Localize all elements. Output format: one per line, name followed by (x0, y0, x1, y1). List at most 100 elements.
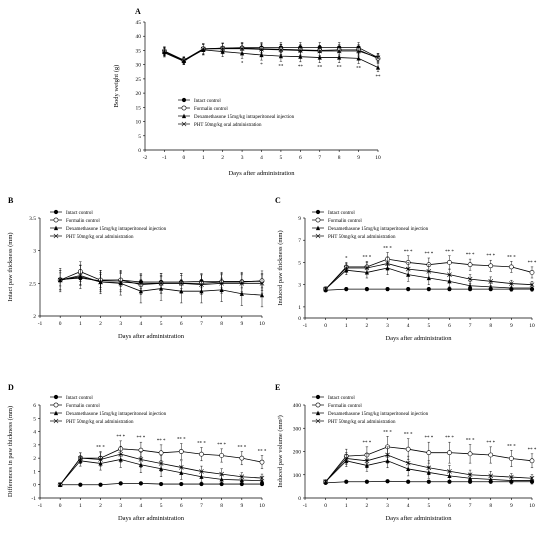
x-tick-label: 2 (99, 503, 102, 509)
data-point (509, 474, 514, 480)
marker-open-circle (259, 459, 265, 465)
significance-marker: ** * (96, 446, 105, 451)
y-tick-label: 30 (136, 63, 142, 69)
legend-entry: Intact control (66, 396, 93, 401)
x-tick-label: 0 (59, 321, 62, 327)
y-axis-title: Intact paw thickness (mm) (7, 232, 14, 301)
x-tick-label: 2 (366, 323, 369, 329)
data-point (343, 265, 349, 271)
x-tick-label: 1 (79, 503, 82, 509)
marker-open-circle (529, 458, 535, 464)
data-point (162, 49, 167, 55)
data-point (426, 287, 431, 292)
significance-marker: ** * (116, 435, 125, 440)
marker-triangle (356, 56, 361, 61)
data-point (447, 468, 452, 474)
x-axis-title: Days after administration (118, 333, 185, 340)
data-point (181, 58, 187, 63)
x-tick-label: 4 (140, 503, 143, 509)
marker-x (488, 473, 494, 479)
x-tick-label: 7 (200, 503, 203, 509)
data-point (467, 283, 473, 288)
x-tick-label: 8 (489, 503, 492, 509)
data-point (239, 281, 245, 286)
marker-triangle (259, 292, 265, 298)
marker-filled-circle (138, 481, 144, 486)
x-tick-label: 2 (99, 321, 102, 327)
x-tick-label: -1 (303, 323, 308, 329)
marker-x (78, 273, 83, 278)
data-point (259, 281, 265, 286)
legend: Intact control Formalin control Dexamethas… (312, 394, 429, 425)
x-tick-label: 1 (345, 503, 348, 509)
marker-filled-circle (364, 287, 370, 292)
series-3 (162, 43, 381, 65)
x-tick-label: 5 (427, 323, 430, 329)
marker-x (259, 46, 264, 52)
significance-marker: ** * (507, 444, 516, 449)
x-tick-label: 2 (366, 503, 369, 509)
marker-x (57, 482, 63, 488)
data-point (488, 452, 494, 458)
marker-x (118, 451, 124, 457)
marker-x (200, 46, 206, 52)
marker-open-circle (219, 453, 225, 458)
y-tick-label: 3 (298, 283, 301, 289)
x-tick-label: -1 (38, 503, 43, 509)
y-tick-label: 5 (298, 260, 301, 266)
data-point (298, 54, 303, 59)
legend-entry: Dexamethasone 15mg/kg intraperitoneal in… (328, 412, 429, 417)
x-tick-label: 8 (489, 323, 492, 329)
marker-x (219, 281, 224, 286)
data-point (219, 453, 225, 458)
marker-filled-circle (447, 287, 452, 292)
x-tick-label: 6 (299, 155, 302, 161)
marker-triangle (53, 225, 59, 231)
marker-x (426, 269, 432, 274)
series-3 (323, 256, 535, 292)
data-point (239, 455, 245, 461)
x-tick-label: 4 (407, 503, 410, 509)
x-tick-label: 2 (221, 155, 224, 161)
marker-triangle (53, 410, 59, 416)
y-tick-label: 9 (298, 216, 301, 222)
panel-letter: D (8, 383, 14, 392)
x-tick-label: 8 (338, 155, 341, 161)
marker-triangle (447, 278, 452, 284)
y-axis-title: Body weight (g) (113, 65, 120, 108)
data-point (344, 479, 349, 484)
marker-triangle (315, 225, 321, 231)
legend: Intact control Formalin control Dexamethas… (50, 209, 167, 240)
marker-x (385, 452, 390, 458)
y-tick-label: 2.5 (29, 281, 36, 287)
panel-letter: A (135, 7, 141, 16)
significance-marker: ** * (177, 438, 186, 443)
marker-filled-circle (426, 479, 431, 484)
data-point (220, 46, 225, 52)
data-point (158, 481, 164, 487)
x-tick-label: 1 (202, 155, 205, 161)
x-tick-label: 4 (260, 155, 263, 161)
marker-filled-circle (344, 287, 349, 292)
x-tick-label: 8 (220, 321, 223, 327)
marker-open-circle (178, 449, 184, 454)
series-1 (57, 440, 265, 488)
data-point (467, 451, 473, 457)
x-tick-label: 0 (59, 503, 62, 509)
data-point (344, 287, 349, 292)
marker-open-circle (181, 105, 187, 111)
marker-x (298, 48, 303, 53)
data-point (364, 479, 370, 484)
y-tick-label: 6 (33, 403, 36, 409)
legend-entry: PHT 50mg/kg oral administration (66, 420, 134, 425)
data-point (78, 482, 83, 487)
marker-filled-circle (78, 482, 83, 487)
y-tick-label: 15 (136, 105, 142, 111)
data-point (239, 46, 245, 52)
data-point (508, 456, 514, 461)
marker-x (405, 460, 411, 466)
significance-marker: ** (376, 75, 382, 80)
data-point (509, 281, 514, 286)
